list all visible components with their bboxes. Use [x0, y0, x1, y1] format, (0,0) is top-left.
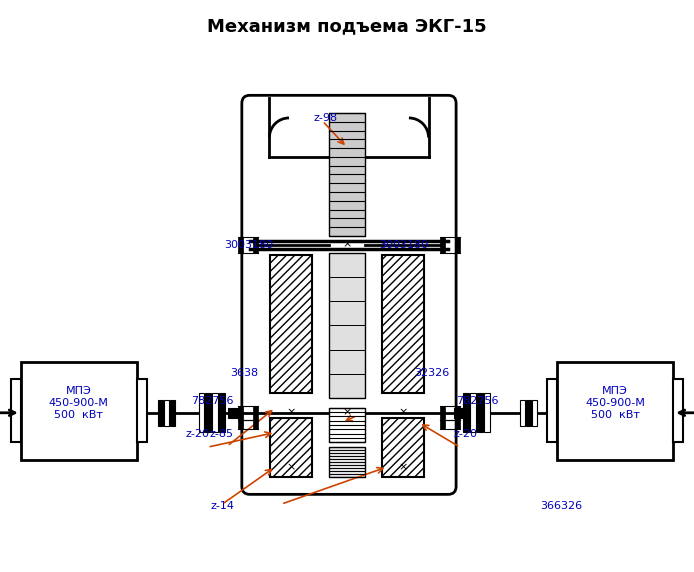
Text: 782756: 782756 — [191, 396, 233, 406]
Text: 782756: 782756 — [456, 396, 498, 406]
Bar — [253, 420, 257, 430]
Text: 366326: 366326 — [541, 501, 583, 511]
Bar — [238, 406, 243, 420]
Text: 32326: 32326 — [414, 368, 449, 379]
Bar — [11, 379, 21, 442]
Bar — [330, 408, 364, 442]
Text: 3638: 3638 — [230, 368, 258, 379]
Text: 3003180: 3003180 — [224, 240, 273, 250]
Text: МПЭ
450-900-М
500  кВт: МПЭ 450-900-М 500 кВт — [49, 386, 109, 419]
Bar — [455, 406, 460, 420]
Bar — [164, 400, 169, 426]
Bar — [271, 255, 312, 393]
Bar — [557, 362, 673, 460]
Text: ×: × — [287, 462, 296, 472]
Bar — [454, 408, 466, 418]
Text: z-20: z-20 — [186, 430, 210, 439]
Text: z-14: z-14 — [210, 501, 235, 511]
Bar — [484, 393, 489, 432]
Bar — [21, 362, 137, 460]
Text: 3003180: 3003180 — [380, 240, 429, 250]
Bar — [382, 255, 423, 393]
Bar — [253, 406, 257, 420]
Bar — [526, 400, 531, 426]
Bar — [548, 379, 557, 442]
Bar — [441, 237, 446, 253]
Bar — [477, 393, 482, 432]
Bar — [673, 379, 683, 442]
Text: z-98: z-98 — [314, 113, 338, 123]
Text: ×: × — [342, 240, 352, 250]
Bar — [238, 420, 243, 430]
Bar — [330, 253, 364, 398]
Bar — [455, 420, 460, 430]
Bar — [532, 400, 536, 426]
Bar — [470, 393, 476, 432]
Bar — [382, 418, 423, 476]
Bar — [212, 393, 218, 432]
Bar — [219, 393, 225, 432]
Bar — [271, 418, 312, 476]
Bar — [330, 113, 364, 236]
Bar — [330, 447, 364, 476]
Bar — [205, 393, 212, 432]
Text: МПЭ
450-900-М
500  кВт: МПЭ 450-900-М 500 кВт — [585, 386, 645, 419]
Bar — [455, 237, 460, 253]
Bar — [198, 393, 205, 432]
Bar — [463, 393, 469, 432]
Bar — [170, 400, 175, 426]
Text: z-20: z-20 — [453, 430, 477, 439]
Bar — [441, 420, 446, 430]
Bar — [441, 406, 446, 420]
Bar — [520, 400, 525, 426]
Bar — [238, 237, 243, 253]
Text: ×: × — [342, 408, 352, 418]
Bar — [253, 237, 257, 253]
Text: Механизм подъема ЭКГ-15: Механизм подъема ЭКГ-15 — [208, 18, 486, 35]
Text: z-85: z-85 — [210, 430, 233, 439]
Text: ×: × — [398, 408, 407, 418]
Bar — [137, 379, 146, 442]
Text: ×: × — [287, 408, 296, 418]
Bar — [158, 400, 163, 426]
Text: ×: × — [398, 462, 407, 472]
Bar — [228, 408, 240, 418]
